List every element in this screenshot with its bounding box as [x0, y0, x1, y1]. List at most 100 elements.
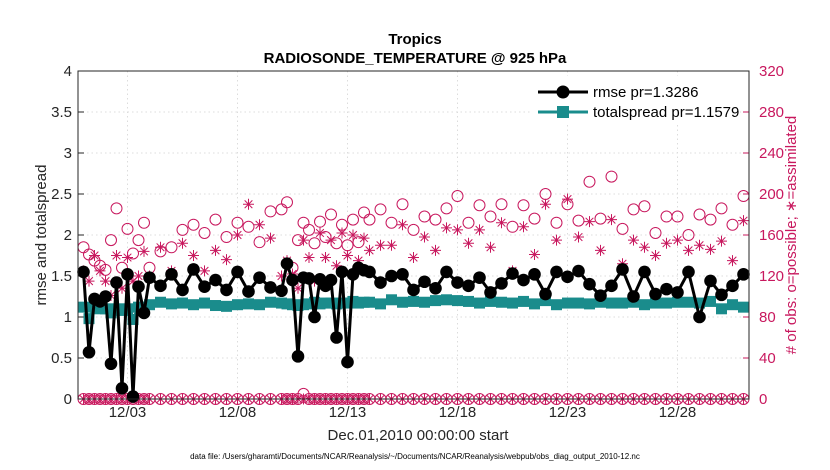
- spread-point: [507, 297, 518, 309]
- obs-possible-point: [385, 216, 398, 229]
- rmse-point: [737, 268, 750, 281]
- obs-possible-point: [605, 170, 618, 183]
- obs-assimilated-point: [188, 250, 199, 261]
- obs-assimilated-point: [336, 227, 348, 239]
- spread-point: [83, 313, 95, 325]
- spread-point: [694, 297, 705, 309]
- rmse-point: [121, 268, 134, 281]
- spread-point: [617, 297, 628, 309]
- rmse-point: [528, 268, 541, 281]
- obs-assimilated-point: [661, 237, 672, 249]
- obs-assimilated-point: [485, 241, 496, 253]
- spread-point: [122, 303, 133, 315]
- rmse-line: [82, 257, 745, 397]
- spread-point: [430, 295, 441, 307]
- obs-possible-point: [347, 213, 359, 226]
- obs-assimilated-point: [331, 260, 342, 272]
- obs-possible-point: [737, 190, 750, 203]
- obs-assimilated-point: [738, 215, 749, 227]
- rmse-point: [704, 274, 717, 288]
- obs-assimilated-point: [551, 234, 562, 246]
- obs-possible-point: [660, 210, 673, 223]
- spread-point: [199, 297, 210, 309]
- y-tick-label: 3: [64, 145, 72, 162]
- obs-assimilated-point: [347, 229, 359, 241]
- spread-point: [584, 298, 595, 310]
- rmse-point: [154, 279, 167, 293]
- rmse-point: [682, 265, 695, 279]
- obs-assimilated-point: [276, 270, 287, 282]
- obs-assimilated-point: [265, 232, 276, 244]
- obs-possible-point: [418, 210, 431, 223]
- obs-assimilated-point: [606, 214, 617, 226]
- y2-tick-label: 40: [759, 350, 776, 367]
- spread-point: [727, 299, 738, 311]
- rmse-point: [473, 271, 486, 284]
- spread-point: [232, 299, 243, 311]
- rmse-point: [330, 331, 343, 344]
- obs-assimilated-point: [320, 252, 331, 264]
- rmse-point: [198, 280, 211, 293]
- y-tick-label: 3.5: [51, 104, 72, 121]
- spread-point: [540, 295, 551, 307]
- obs-assimilated-point: [122, 252, 133, 264]
- obs-assimilated-point: [232, 229, 243, 241]
- x-tick-label: 12/08: [219, 404, 257, 421]
- obs-possible-point: [429, 213, 442, 226]
- obs-possible-point: [363, 213, 376, 226]
- obs-assimilated-point: [177, 237, 188, 249]
- obs-possible-point: [77, 241, 90, 254]
- obs-possible-point: [330, 237, 343, 250]
- y-tick-label: 0.5: [51, 350, 72, 367]
- obs-assimilated-point: [628, 234, 639, 246]
- obs-assimilated-point: [133, 270, 144, 282]
- obs-possible-point: [275, 203, 288, 216]
- footnote: data file: /Users/gharamti/Documents/NCA…: [190, 452, 640, 461]
- rmse-point: [506, 267, 519, 280]
- obs-possible-point: [187, 218, 200, 231]
- rmse-point: [176, 283, 189, 297]
- obs-assimilated-point: [127, 275, 139, 287]
- spread-point: [496, 296, 507, 308]
- rmse-point: [82, 345, 96, 359]
- obs-assimilated-point: [375, 239, 386, 251]
- spread-point: [650, 297, 661, 309]
- spread-point: [595, 296, 606, 308]
- obs-assimilated-point: [314, 227, 326, 239]
- legend-label-spread: totalspread pr=1.1579: [593, 104, 739, 121]
- obs-possible-point: [325, 208, 337, 221]
- obs-possible-point: [110, 202, 123, 215]
- spread-point: [265, 296, 276, 308]
- obs-possible-point: [264, 205, 277, 218]
- obs-possible-point: [594, 212, 607, 225]
- rmse-point: [143, 271, 156, 284]
- obs-assimilated-point: [325, 234, 337, 246]
- obs-possible-point: [484, 210, 497, 223]
- obs-assimilated-point: [672, 234, 683, 246]
- obs-possible-point: [358, 206, 370, 219]
- obs-assimilated-point: [408, 252, 419, 264]
- obs-assimilated-point: [518, 221, 529, 233]
- spread-point: [551, 299, 562, 311]
- obs-possible-point: [132, 234, 145, 247]
- rmse-point: [291, 350, 305, 363]
- spread-point: [188, 299, 199, 311]
- rmse-point: [187, 263, 200, 276]
- obs-assimilated-point: [474, 224, 485, 236]
- spread-point: [452, 295, 463, 307]
- obs-assimilated-point: [94, 265, 106, 277]
- legend-marker-spread: [557, 106, 569, 118]
- obs-assimilated-point: [496, 217, 507, 229]
- y2-tick-label: 200: [759, 186, 784, 203]
- rmse-point: [561, 270, 574, 284]
- rmse-point: [253, 271, 266, 284]
- y2-axis-label: # of obs: o=possible; ∗=assimilated: [783, 116, 800, 355]
- rmse-point: [99, 290, 112, 303]
- rmse-point: [132, 280, 145, 293]
- legend-label-rmse: rmse pr=1.3286: [593, 84, 698, 101]
- rmse-point: [110, 276, 123, 289]
- obs-possible-point: [253, 236, 266, 249]
- rmse-point: [280, 257, 294, 271]
- spread-point: [243, 298, 254, 310]
- legend-marker-rmse: [556, 85, 570, 99]
